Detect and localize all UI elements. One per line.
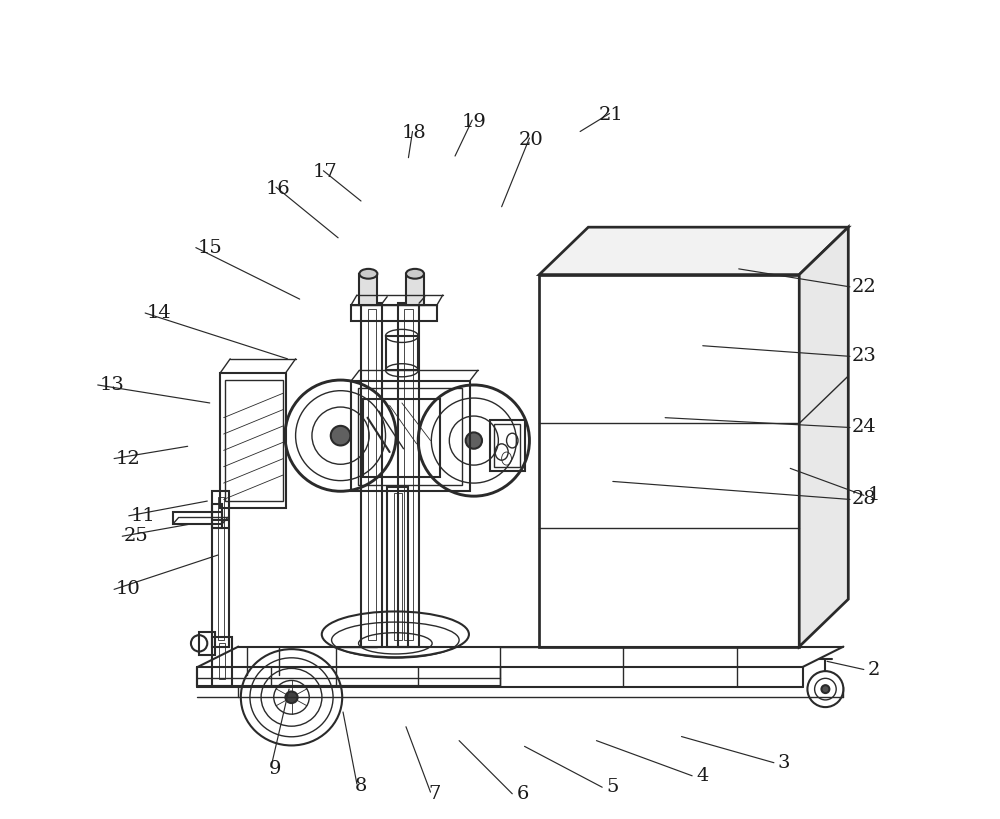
Bar [387,487,408,647]
Bar [490,420,525,471]
Text: 23: 23 [852,347,876,365]
Bar [404,309,413,640]
Bar [398,303,419,647]
Text: 6: 6 [516,785,529,803]
Ellipse shape [285,691,298,703]
Text: 22: 22 [852,278,876,296]
Ellipse shape [359,269,377,278]
Text: 2: 2 [868,660,880,678]
Text: 13: 13 [99,376,124,394]
Bar [386,336,418,370]
Text: 20: 20 [519,131,543,149]
Bar [539,274,799,647]
Bar [351,305,437,321]
Text: 5: 5 [606,778,619,796]
Text: 28: 28 [852,491,876,509]
Ellipse shape [466,432,482,449]
Text: 10: 10 [116,581,140,599]
Bar [361,303,382,647]
Bar [351,381,470,491]
Text: 24: 24 [852,419,876,437]
Text: 12: 12 [116,450,140,468]
Bar [212,491,229,647]
Text: 1: 1 [868,486,880,505]
Bar [368,309,376,640]
Text: 11: 11 [130,507,155,525]
Bar [359,274,377,305]
Text: 21: 21 [599,106,624,124]
Ellipse shape [406,269,424,278]
Bar [220,373,286,508]
Polygon shape [539,227,848,274]
Text: 8: 8 [355,776,367,794]
Text: 19: 19 [461,113,486,131]
Text: 4: 4 [696,767,709,785]
Bar [218,497,224,640]
Ellipse shape [821,686,829,693]
Bar [406,274,424,305]
Bar [199,632,215,654]
Text: 7: 7 [428,785,441,803]
Bar [212,637,232,686]
Text: 14: 14 [147,304,172,322]
Bar [212,504,222,528]
Text: 15: 15 [197,238,222,256]
Bar [394,493,402,640]
Text: 17: 17 [313,164,337,181]
Text: 3: 3 [778,753,790,771]
Text: 18: 18 [402,124,427,143]
Text: 25: 25 [124,527,149,545]
Polygon shape [799,227,848,647]
Bar [358,388,462,485]
Bar [219,643,225,679]
Bar [173,512,222,524]
Ellipse shape [331,426,350,446]
Bar [363,399,440,477]
Bar [225,380,283,501]
Text: 16: 16 [265,179,290,197]
Text: 9: 9 [269,760,281,778]
Bar [494,424,520,467]
